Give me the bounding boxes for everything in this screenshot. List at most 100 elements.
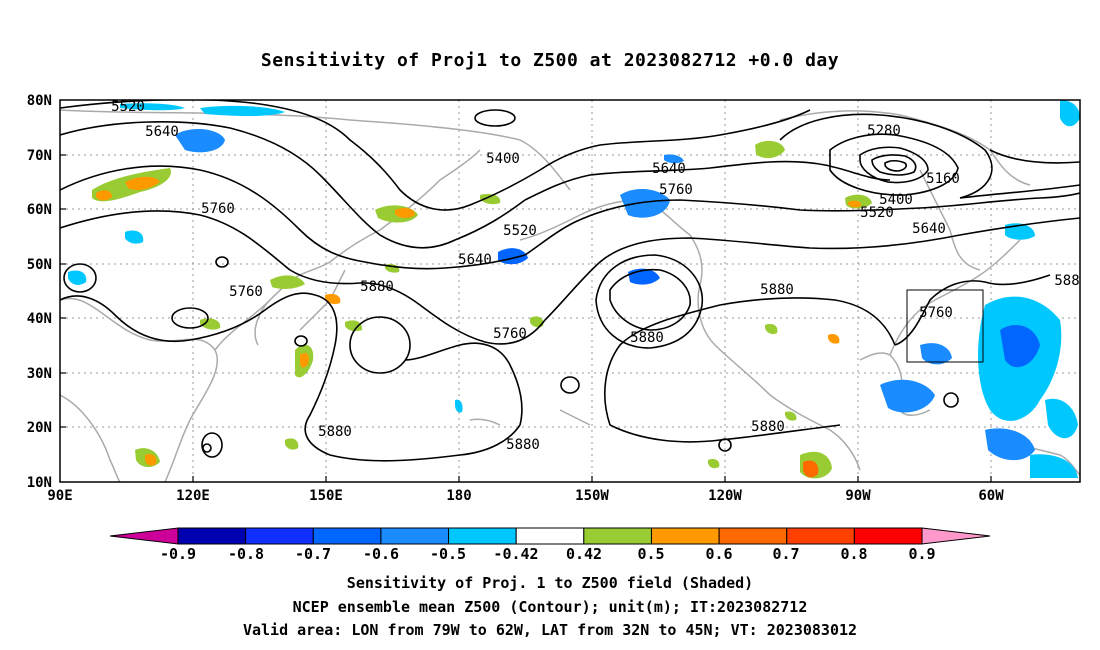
contour-label: 5880 <box>360 279 394 295</box>
shade-neg-arctic <box>1060 100 1080 127</box>
shade-neg-nw <box>175 128 225 153</box>
map-frame-bg <box>60 100 1080 482</box>
colorbar: -0.9 -0.8 -0.7 -0.6 -0.5 -0.42 0.42 0.5 … <box>109 527 991 563</box>
shade-pos-mex2 <box>803 460 819 478</box>
caption-shading: Sensitivity of Proj. 1 to Z500 field (Sh… <box>346 574 754 592</box>
caption-contour: NCEP ensemble mean Z500 (Contour); unit(… <box>292 598 808 616</box>
shade-neg-atl2 <box>1000 325 1040 368</box>
shade-neg-atl3 <box>880 379 935 413</box>
contour-label: 5640 <box>145 124 179 140</box>
colorbar-tick-label: -0.42 <box>493 545 538 563</box>
contour-label: 5760 <box>659 182 693 198</box>
shade-pos-arctic <box>755 140 785 159</box>
colorbar-over-triangle <box>921 527 991 545</box>
shade-neg-w2 <box>125 230 144 244</box>
colorbar-segment <box>312 527 382 545</box>
lat-label: 40N <box>27 311 52 327</box>
shade-pos-sw2 <box>145 454 157 466</box>
shade-pos-mid4 <box>200 318 221 330</box>
colorbar-segment <box>718 527 788 545</box>
colorbar-segment <box>245 527 314 545</box>
tick-marks <box>60 154 992 482</box>
contour-label: 5520 <box>111 99 145 115</box>
caption-valid-area: Valid area: LON from 79W to 62W, LAT fro… <box>242 621 858 639</box>
lat-label: 70N <box>27 148 52 164</box>
lat-label: 30N <box>27 366 52 382</box>
lon-label: 60W <box>978 488 1004 504</box>
shade-neg-w1 <box>68 270 87 285</box>
contour-label: 5640 <box>652 161 686 177</box>
contour-label: 5640 <box>458 252 492 268</box>
contour-label: 5760 <box>919 305 953 321</box>
contour-label: 5880 <box>506 437 540 453</box>
contour-label: 5760 <box>229 284 263 300</box>
lon-label: 90W <box>845 488 871 504</box>
colorbar-segment <box>583 527 652 545</box>
lon-label: 180 <box>446 488 471 504</box>
contour-label: 5400 <box>486 151 520 167</box>
contour-label: 5640 <box>912 221 946 237</box>
contour-labels: 5520 5640 5760 5400 5640 5760 5520 5640 … <box>111 99 1080 453</box>
colorbar-tick-label: 0.8 <box>840 545 867 563</box>
shade-pos-japan2 <box>300 352 309 368</box>
shade-pos-mid3 <box>345 320 363 332</box>
shade-pos-hudson2 <box>848 200 862 208</box>
shade-neg-top2 <box>120 103 185 111</box>
colorbar-tick-label: -0.9 <box>160 545 196 563</box>
lon-label: 150W <box>575 488 609 504</box>
colorbar-segment <box>177 527 247 545</box>
colorbar-tick-label: -0.5 <box>430 545 466 563</box>
valid-area-box <box>906 289 984 363</box>
shade-neg-atl6 <box>1030 454 1078 478</box>
colorbar-segment <box>650 527 720 545</box>
colorbar-tick-label: 0.6 <box>705 545 732 563</box>
contour-label: 5760 <box>201 201 235 217</box>
colorbar-tick-label: 0.9 <box>908 545 935 563</box>
lat-label: 80N <box>27 93 52 109</box>
shade-pos-pac5 <box>785 411 797 421</box>
shade-pos-mid1 <box>270 275 305 289</box>
colorbar-tick-label: -0.6 <box>363 545 399 563</box>
colorbar-segment <box>448 527 517 545</box>
colorbar-tick-label: 0.42 <box>566 545 602 563</box>
lat-label: 10N <box>27 475 52 491</box>
shade-neg-atl4 <box>985 428 1035 461</box>
lon-label: 120E <box>176 488 210 504</box>
sensitivity-map: 5520 5640 5760 5400 5640 5760 5520 5640 … <box>27 93 1081 563</box>
shade-pos-pac6 <box>480 193 501 205</box>
shade-neg-w3 <box>664 154 684 164</box>
colorbar-segment <box>853 527 923 545</box>
colorbar-tick-label: -0.7 <box>295 545 331 563</box>
shade-pos-mid2 <box>325 293 341 305</box>
colorbar-under-triangle <box>109 527 179 545</box>
contour-label: 588 <box>1054 273 1079 289</box>
shade-pos-pac1 <box>530 316 544 328</box>
colorbar-tick-label: 0.5 <box>637 545 664 563</box>
lon-label: 120W <box>708 488 742 504</box>
contour-label: 5760 <box>493 326 527 342</box>
colorbar-segment <box>515 527 585 545</box>
map-frame <box>59 99 1081 483</box>
contour-label: 5160 <box>926 171 960 187</box>
colorbar-segment <box>786 527 855 545</box>
z500-contours <box>60 100 1080 462</box>
contour-label: 5400 <box>879 192 913 208</box>
lat-label: 50N <box>27 257 52 273</box>
shade-pos-pac3 <box>828 333 840 344</box>
shade-neg-atl7 <box>920 343 952 365</box>
shade-neg-ne <box>1005 223 1035 240</box>
graticule <box>60 100 1080 482</box>
shade-pos-pac2 <box>765 323 778 335</box>
lon-label: 90E <box>47 488 72 504</box>
contour-label: 5520 <box>503 223 537 239</box>
shade-pos-sw3 <box>285 438 299 450</box>
lat-label: 20N <box>27 420 52 436</box>
shade-pos-asia2 <box>125 176 160 190</box>
contour-label: 5280 <box>867 123 901 139</box>
lon-label: 150E <box>309 488 343 504</box>
contour-label: 5880 <box>318 424 352 440</box>
contour-label: 5880 <box>751 419 785 435</box>
shade-neg-alaska <box>620 188 670 218</box>
contour-label: 5880 <box>760 282 794 298</box>
colorbar-tick-label: -0.8 <box>228 545 264 563</box>
